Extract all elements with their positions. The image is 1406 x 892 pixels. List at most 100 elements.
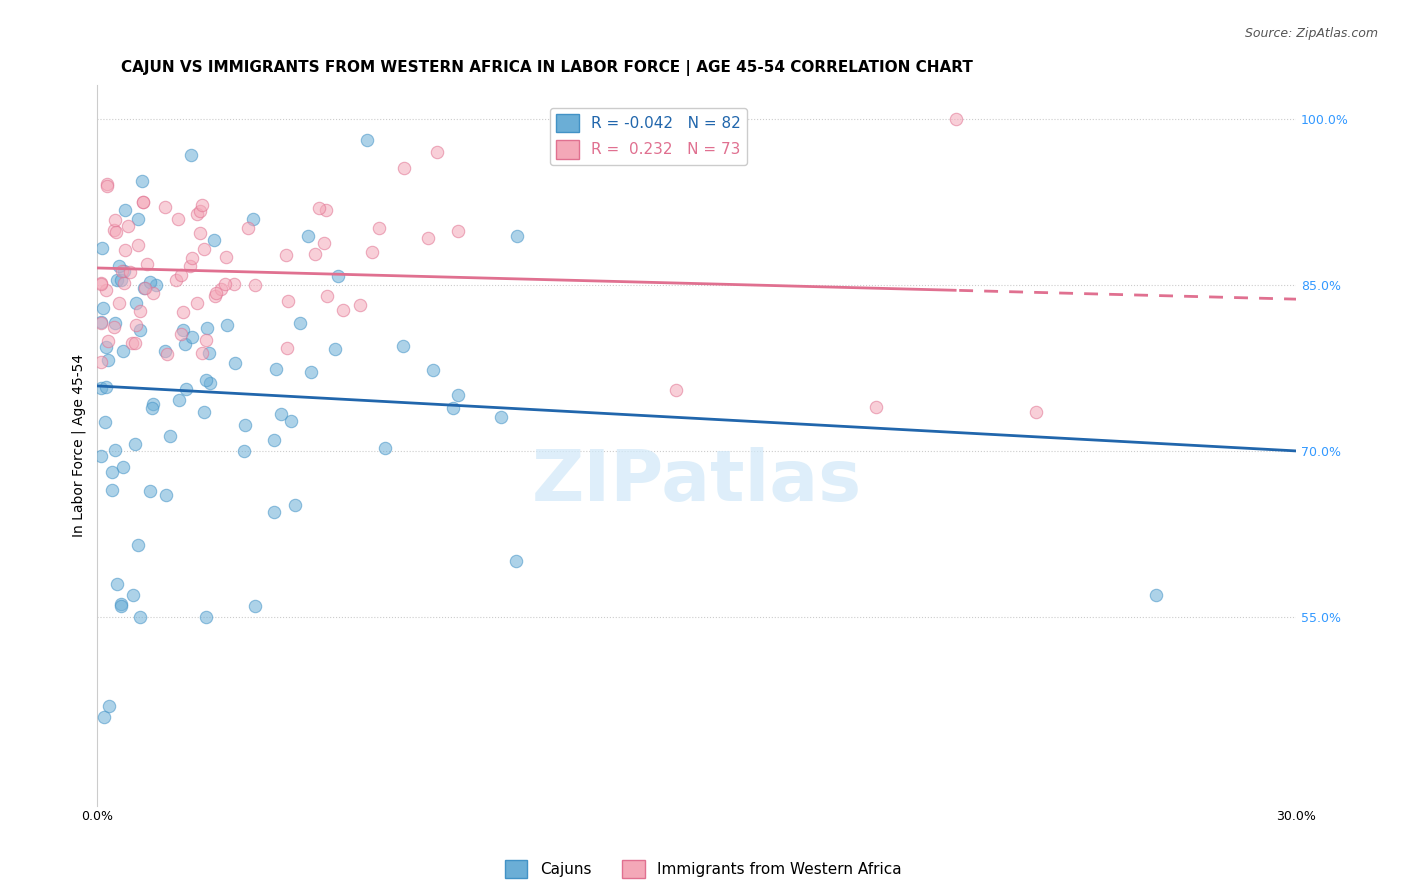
Cajuns <box>94 379 117 393</box>
Cajuns <box>145 277 167 292</box>
Immigrants from Western Africa <box>107 295 129 310</box>
Immigrants from Western Africa <box>142 285 165 300</box>
Immigrants from Western Africa <box>153 200 176 214</box>
Immigrants from Western Africa <box>205 285 228 300</box>
Cajuns <box>200 376 222 391</box>
Immigrants from Western Africa <box>90 276 112 290</box>
Immigrants from Western Africa <box>104 213 127 227</box>
Immigrants from Western Africa <box>314 235 336 250</box>
Immigrants from Western Africa <box>167 212 190 227</box>
Immigrants from Western Africa <box>117 219 139 233</box>
Immigrants from Western Africa <box>304 247 326 261</box>
Cajuns <box>288 316 311 330</box>
Immigrants from Western Africa <box>111 264 134 278</box>
Immigrants from Western Africa <box>179 259 201 273</box>
Immigrants from Western Africa <box>128 304 150 318</box>
Cajuns <box>112 264 135 278</box>
Cajuns <box>90 449 112 463</box>
Cajuns <box>284 499 307 513</box>
Immigrants from Western Africa <box>447 224 470 238</box>
Cajuns <box>139 483 162 498</box>
Cajuns <box>159 429 181 443</box>
Immigrants from Western Africa <box>125 318 148 332</box>
Cajuns <box>132 280 155 294</box>
Cajuns <box>202 233 225 247</box>
Immigrants from Western Africa <box>134 281 156 295</box>
Immigrants from Western Africa <box>121 336 143 351</box>
Immigrants from Western Africa <box>190 198 212 212</box>
Cajuns <box>224 356 246 370</box>
Cajuns <box>443 401 465 415</box>
Cajuns <box>193 405 215 419</box>
Immigrants from Western Africa <box>186 296 208 310</box>
Cajuns <box>195 610 218 624</box>
Immigrants from Western Africa <box>135 257 157 271</box>
Immigrants from Western Africa <box>103 222 125 236</box>
Immigrants from Western Africa <box>222 277 245 291</box>
Cajuns <box>94 340 117 354</box>
Immigrants from Western Africa <box>114 243 136 257</box>
Cajuns <box>155 488 177 502</box>
Immigrants from Western Africa <box>103 319 125 334</box>
Cajuns <box>243 599 266 614</box>
Immigrants from Western Africa <box>191 346 214 360</box>
Cajuns <box>167 393 190 408</box>
Cajuns <box>326 268 349 283</box>
Immigrants from Western Africa <box>172 304 194 318</box>
Immigrants from Western Africa <box>426 145 449 160</box>
Immigrants from Western Africa <box>127 237 149 252</box>
Cajuns <box>180 148 202 162</box>
Cajuns <box>111 460 134 475</box>
Cajuns <box>112 343 135 358</box>
Immigrants from Western Africa <box>188 203 211 218</box>
Immigrants from Western Africa <box>215 250 238 264</box>
Cajuns <box>356 133 378 147</box>
Cajuns <box>139 275 162 289</box>
Immigrants from Western Africa <box>416 230 439 244</box>
Immigrants from Western Africa <box>90 316 112 330</box>
Cajuns <box>264 362 287 376</box>
Immigrants from Western Africa <box>165 273 187 287</box>
Cajuns <box>391 338 413 352</box>
Cajuns <box>299 365 322 379</box>
Cajuns <box>489 409 512 424</box>
Cajuns <box>173 337 195 351</box>
Cajuns <box>129 610 152 624</box>
Immigrants from Western Africa <box>90 277 112 291</box>
Cajuns <box>505 554 527 568</box>
Cajuns <box>104 316 127 330</box>
Cajuns <box>108 259 131 273</box>
Cajuns <box>323 342 346 356</box>
Cajuns <box>110 599 132 614</box>
Cajuns <box>172 323 194 337</box>
Cajuns <box>105 577 128 591</box>
Y-axis label: In Labor Force | Age 45-54: In Labor Force | Age 45-54 <box>72 354 86 537</box>
Immigrants from Western Africa <box>118 265 141 279</box>
Cajuns <box>233 444 256 458</box>
Cajuns <box>124 436 146 450</box>
Cajuns <box>114 202 136 217</box>
Cajuns <box>142 397 165 411</box>
Cajuns <box>1144 588 1167 602</box>
Cajuns <box>422 363 444 377</box>
Cajuns <box>94 415 117 429</box>
Immigrants from Western Africa <box>360 244 382 259</box>
Cajuns <box>105 273 128 287</box>
Cajuns <box>131 174 153 188</box>
Immigrants from Western Africa <box>132 195 155 210</box>
Immigrants from Western Africa <box>274 247 297 261</box>
Cajuns <box>297 229 319 244</box>
Immigrants from Western Africa <box>194 333 217 347</box>
Cajuns <box>97 352 120 367</box>
Cajuns <box>153 344 176 359</box>
Immigrants from Western Africa <box>394 161 416 175</box>
Immigrants from Western Africa <box>316 289 339 303</box>
Cajuns <box>506 229 529 244</box>
Text: CAJUN VS IMMIGRANTS FROM WESTERN AFRICA IN LABOR FORCE | AGE 45-54 CORRELATION C: CAJUN VS IMMIGRANTS FROM WESTERN AFRICA … <box>121 60 973 76</box>
Cajuns <box>141 401 163 415</box>
Immigrants from Western Africa <box>156 347 179 361</box>
Immigrants from Western Africa <box>96 178 118 193</box>
Cajuns <box>280 414 302 428</box>
Immigrants from Western Africa <box>236 220 259 235</box>
Text: ZIPatlas: ZIPatlas <box>531 447 862 516</box>
